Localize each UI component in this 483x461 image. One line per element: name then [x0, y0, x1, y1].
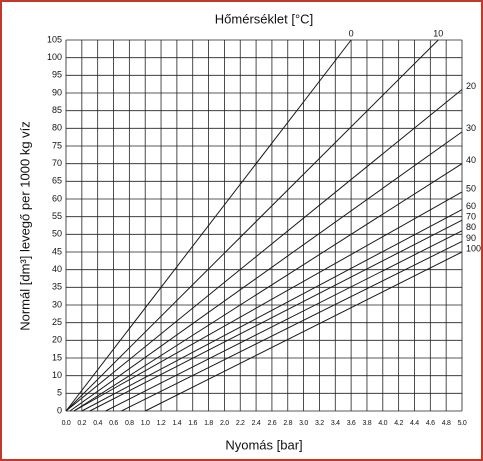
x-tick-label: 4.8 [442, 420, 451, 427]
line [73, 191, 463, 412]
x-tick-label: 0.8 [125, 420, 134, 427]
line [69, 131, 463, 412]
line [89, 219, 463, 412]
x-tick-label: 0.6 [109, 420, 118, 427]
x-tick-label: 0.2 [77, 420, 86, 427]
series-label: 100 [466, 243, 481, 253]
y-tick-label: 100 [47, 52, 62, 62]
x-tick-label: 3.4 [331, 420, 340, 427]
series-label: 40 [466, 155, 476, 165]
x-tick-label: 2.4 [252, 420, 261, 427]
series-label: 70 [466, 212, 476, 222]
line [73, 163, 463, 412]
y-axis-title: Normál [dm³] levegő per 1000 kg víz [17, 121, 32, 331]
x-tick-label: 1.8 [204, 420, 213, 427]
y-tick-label: 65 [52, 176, 62, 186]
x-tick-label: 1.4 [172, 420, 181, 427]
y-tick-label: 10 [52, 370, 62, 380]
y-tick-label: 5 [57, 388, 62, 398]
x-tick-label: 2.6 [267, 420, 276, 427]
x-tick-label: 0.0 [62, 420, 71, 427]
x-tick-label: 1.0 [141, 420, 150, 427]
x-tick-label: 3.0 [299, 420, 308, 427]
x-tick-label: 2.0 [220, 420, 229, 427]
y-tick-label: 50 [52, 229, 62, 239]
series-label: 20 [466, 81, 476, 91]
y-tick-label: 35 [52, 282, 62, 292]
y-tick-label: 15 [52, 352, 62, 362]
y-tick-label: 25 [52, 317, 62, 327]
y-tick-label: 70 [52, 158, 62, 168]
x-tick-label: 3.6 [347, 420, 356, 427]
chart-title: Hőmérséklet [°C] [215, 11, 313, 26]
series-label: 10 [433, 28, 443, 38]
x-tick-label: 0.4 [93, 420, 102, 427]
y-tick-label: 85 [52, 105, 62, 115]
x-tick-label: 4.6 [426, 420, 435, 427]
line [65, 39, 439, 412]
y-tick-label: 60 [52, 193, 62, 203]
y-tick-label: 30 [52, 299, 62, 309]
line [81, 209, 463, 412]
y-tick-label: 105 [47, 34, 62, 44]
series-label: 80 [466, 222, 476, 232]
line [65, 39, 352, 412]
line [105, 230, 463, 412]
x-tick-label: 1.2 [157, 420, 166, 427]
x-tick-label: 3.8 [363, 420, 372, 427]
x-tick-label: 4.0 [378, 420, 387, 427]
line [65, 89, 463, 412]
series-label: 90 [466, 233, 476, 243]
series-label: 0 [349, 28, 354, 38]
y-tick-label: 95 [52, 70, 62, 80]
x-tick-label: 4.4 [410, 420, 419, 427]
y-tick-label: 90 [52, 87, 62, 97]
y-tick-label: 80 [52, 123, 62, 133]
x-tick-label: 1.6 [188, 420, 197, 427]
y-tick-label: 0 [57, 405, 62, 415]
x-tick-label: 4.2 [394, 420, 403, 427]
x-tick-label: 2.2 [236, 420, 245, 427]
line [144, 251, 463, 412]
y-tick-label: 75 [52, 140, 62, 150]
x-tick-label: 3.2 [315, 420, 324, 427]
y-tick-label: 45 [52, 246, 62, 256]
x-tick-label: 2.8 [283, 420, 292, 427]
x-axis-title: Nyomás [bar] [225, 437, 302, 452]
line [121, 240, 463, 412]
series-label: 30 [466, 123, 476, 133]
y-tick-label: 40 [52, 264, 62, 274]
series-label: 60 [466, 201, 476, 211]
series-label: 50 [466, 183, 476, 193]
y-tick-label: 20 [52, 335, 62, 345]
x-tick-label: 5.0 [458, 420, 467, 427]
y-tick-label: 55 [52, 211, 62, 221]
